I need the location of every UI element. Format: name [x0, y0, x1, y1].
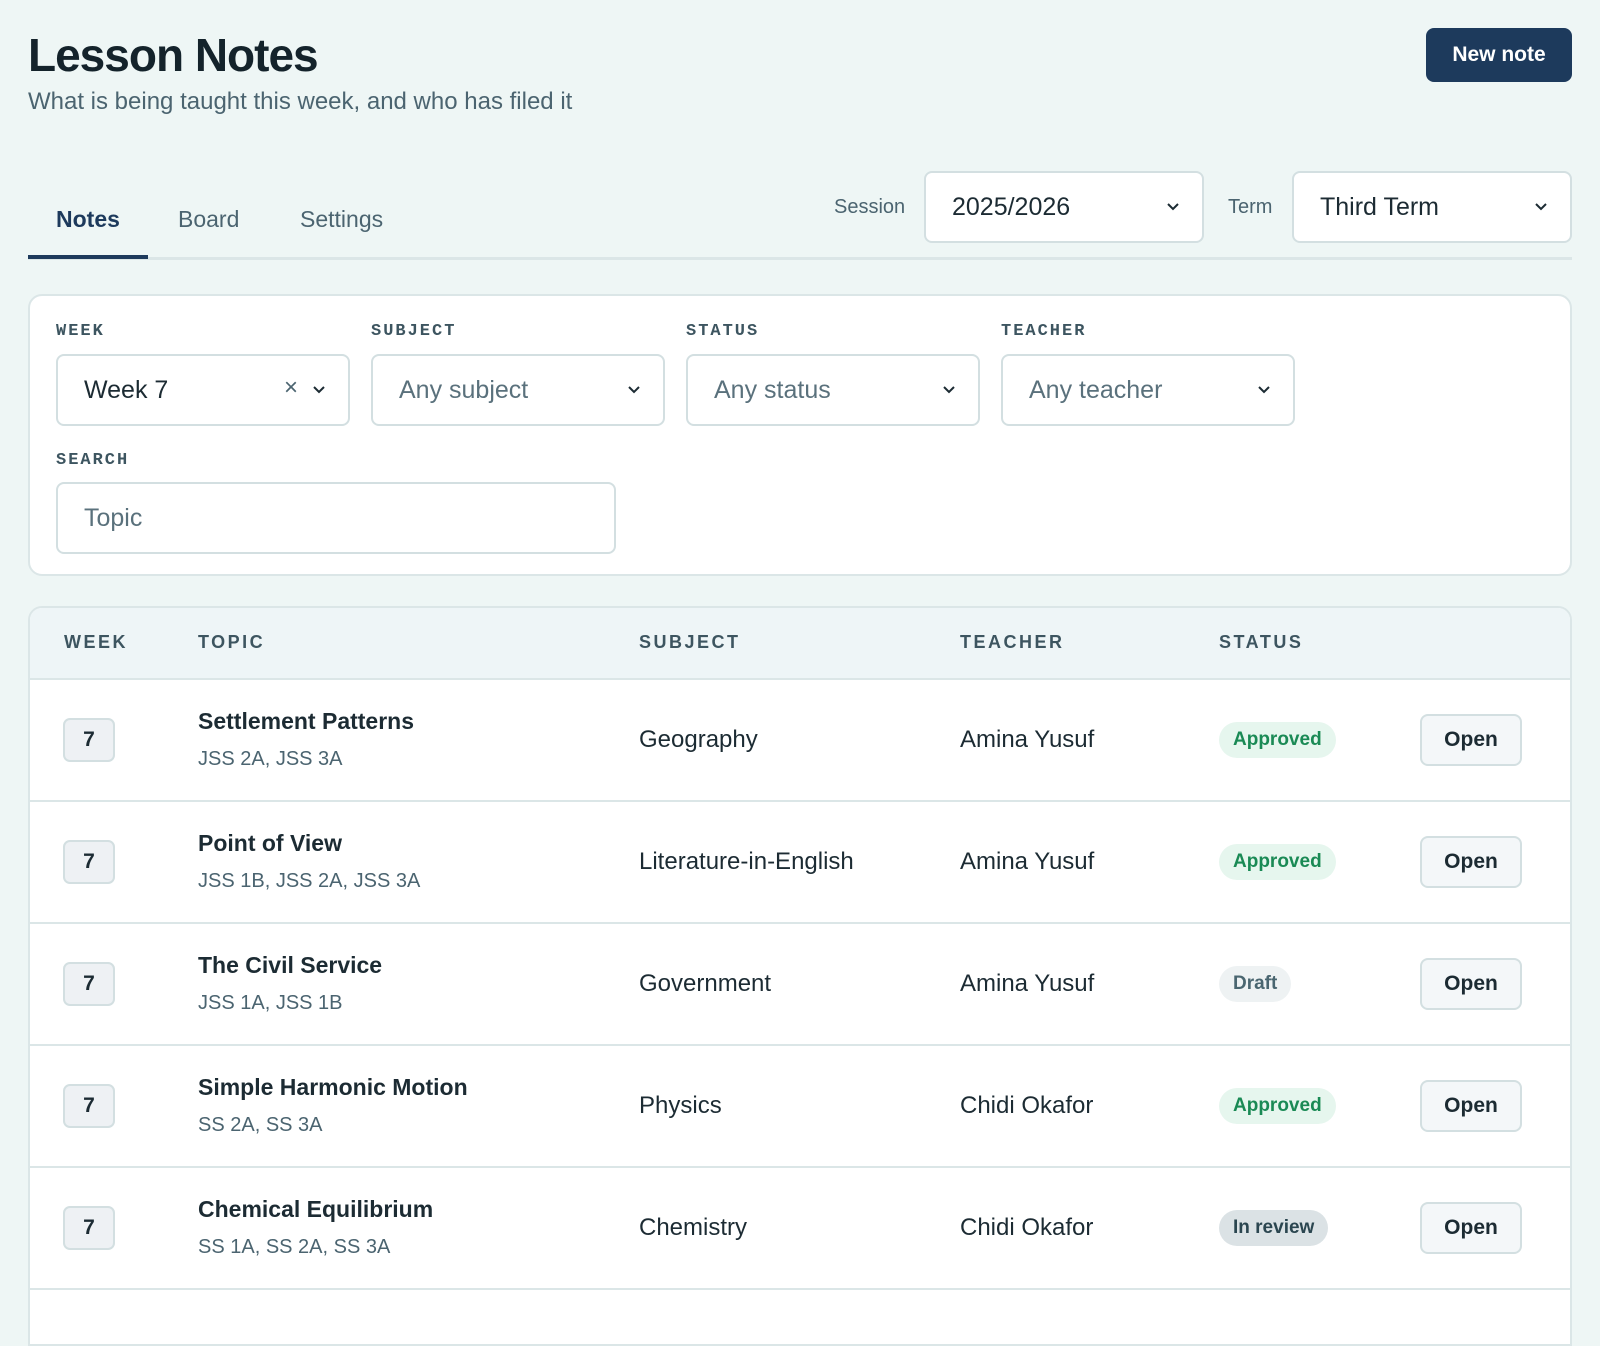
subject: Geography: [639, 726, 758, 753]
table-row: 7 Settlement Patterns JSS 2A, JSS 3A Geogra…: [30, 678, 1570, 800]
table-row: 7 Point of View JSS 1B, JSS 2A, JSS 3A Lite…: [30, 800, 1570, 922]
filter-label: SUBJECT: [371, 322, 457, 341]
classes: JSS 2A, JSS 3A: [198, 748, 343, 770]
filter-select[interactable]: Any teacher: [1001, 354, 1295, 426]
week-chip: 7: [63, 962, 115, 1006]
teacher: Amina Yusuf: [960, 848, 1095, 875]
column-header: TOPIC: [198, 632, 266, 652]
filter-placeholder: Any status: [714, 375, 831, 404]
status-badge: Approved: [1219, 722, 1336, 758]
teacher: Chidi Okafor: [960, 1214, 1094, 1241]
search-label: SEARCH: [56, 451, 130, 470]
chevron: [1535, 203, 1547, 211]
notes-table: WEEK TOPIC SUBJECT TEACHER STATUS 7 Settlement…: [28, 606, 1572, 1346]
open-button[interactable]: Open: [1420, 958, 1522, 1010]
filter-placeholder: Any subject: [399, 375, 529, 404]
subject: Literature-in-English: [639, 848, 854, 875]
session-label: Session: [834, 196, 906, 218]
column-header: SUBJECT: [639, 632, 741, 652]
status-badge: Approved: [1219, 1088, 1336, 1124]
chevron: [313, 386, 325, 394]
filter-select[interactable]: Any subject: [371, 354, 665, 426]
week-chip: 7: [63, 1084, 115, 1128]
session-select[interactable]: 2025/2026: [924, 171, 1204, 243]
status-badge: Draft: [1219, 966, 1292, 1002]
subject: Government: [639, 970, 772, 997]
column-header: WEEK: [64, 632, 128, 652]
classes: SS 2A, SS 3A: [198, 1114, 323, 1136]
term-label: Term: [1228, 196, 1273, 218]
filter-select[interactable]: Any status: [686, 354, 980, 426]
open-button[interactable]: Open: [1420, 1080, 1522, 1132]
status-badge: Approved: [1219, 844, 1336, 880]
topic: Chemical Equilibrium: [198, 1196, 434, 1222]
tab[interactable]: Notes: [28, 206, 148, 259]
topic: Point of View: [198, 830, 342, 856]
classes: JSS 1B, JSS 2A, JSS 3A: [198, 870, 421, 892]
open-button[interactable]: Open: [1420, 836, 1522, 888]
column-header: TEACHER: [960, 632, 1065, 652]
term-select[interactable]: Third Term: [1292, 171, 1572, 243]
chevron: [628, 386, 640, 394]
term-value: Third Term: [1320, 192, 1440, 221]
table-row: 7 The Civil Service JSS 1A, JSS 1B Governme…: [30, 922, 1570, 1044]
session-value: 2025/2026: [952, 192, 1071, 221]
status-badge: In review: [1219, 1210, 1329, 1246]
tab[interactable]: Settings: [300, 206, 384, 232]
chevron: [1258, 386, 1270, 394]
classes: JSS 1A, JSS 1B: [198, 992, 343, 1014]
week-chip: 7: [63, 1206, 115, 1250]
classes: SS 1A, SS 2A, SS 3A: [198, 1236, 391, 1258]
filter-label: STATUS: [686, 322, 760, 341]
week-chip: 7: [63, 718, 115, 762]
subject: Chemistry: [639, 1214, 748, 1241]
chevron: [1167, 203, 1179, 211]
tab-bar: Notes Board Settings: [28, 188, 1572, 260]
open-button[interactable]: Open: [1420, 1202, 1522, 1254]
app: Lesson Notes What is being taught this we…: [28, 28, 1572, 1346]
filter-select[interactable]: Week 7 ×: [56, 354, 350, 426]
filter-card: WEEK Week 7 × SUBJECT Any subject STATUS Any s…: [28, 294, 1572, 576]
topic: Simple Harmonic Motion: [198, 1074, 468, 1100]
teacher: Amina Yusuf: [960, 970, 1095, 997]
search-input[interactable]: Topic: [56, 482, 616, 554]
week-chip: 7: [63, 840, 115, 884]
chevron: [943, 386, 955, 394]
table-row: 7 Simple Harmonic Motion SS 2A, SS 3A Physi…: [30, 1044, 1570, 1166]
tab[interactable]: Board: [178, 206, 240, 232]
teacher: Chidi Okafor: [960, 1092, 1094, 1119]
table-row: 7 Chemical Equilibrium SS 1A, SS 2A, SS 3A…: [30, 1166, 1570, 1288]
page-subtitle: What is being taught this week, and who …: [28, 88, 573, 115]
filter-placeholder: Any teacher: [1029, 375, 1163, 404]
row-divider: [30, 1288, 1570, 1290]
topic: The Civil Service: [198, 952, 383, 978]
filter-label: TEACHER: [1001, 322, 1087, 341]
filter-value: Week 7: [84, 375, 169, 404]
search-placeholder: Topic: [84, 503, 143, 532]
column-header: STATUS: [1219, 632, 1304, 652]
clear-icon[interactable]: ×: [283, 374, 298, 401]
new-note-button[interactable]: New note: [1426, 28, 1572, 82]
subject: Physics: [639, 1092, 722, 1119]
filter-label: WEEK: [56, 322, 105, 341]
page-title: Lesson Notes: [28, 29, 319, 81]
table-header: [30, 608, 1570, 678]
open-button[interactable]: Open: [1420, 714, 1522, 766]
teacher: Amina Yusuf: [960, 726, 1095, 753]
topic: Settlement Patterns: [198, 708, 415, 734]
